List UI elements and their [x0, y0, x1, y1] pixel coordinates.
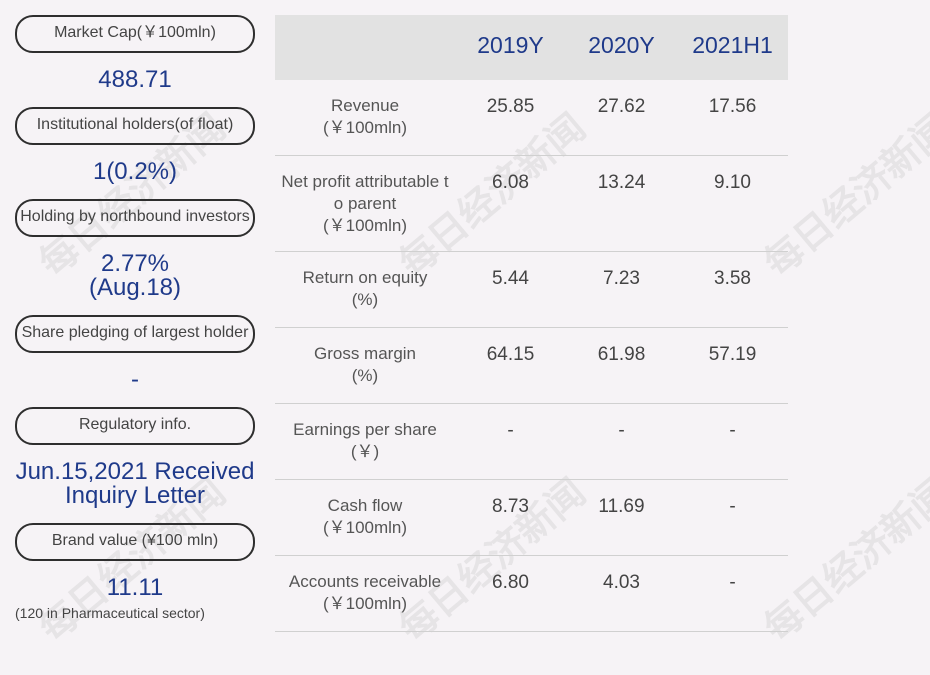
row-label-text: Revenue: [330, 96, 400, 115]
header-2019y: 2019Y: [477, 32, 544, 58]
row-unit: (￥100mln): [322, 216, 408, 235]
table-row: Gross margin (%) 64.15 61.98 57.19: [275, 328, 788, 404]
brand-value-note: (120 in Pharmaceutical sector): [15, 605, 205, 621]
header-2021h1: 2021H1: [692, 32, 773, 58]
cell-value: -: [729, 496, 736, 517]
northbound-holding-label: Holding by northbound investors: [15, 199, 255, 237]
cell-value: 11.69: [598, 496, 645, 517]
northbound-holding-date: (Aug.18): [88, 274, 182, 301]
cell-value: -: [729, 420, 736, 441]
row-label-text: Earnings per share: [293, 420, 437, 439]
cell-value: 3.58: [714, 268, 751, 289]
cell-value: 4.03: [603, 572, 640, 593]
row-unit: (￥100mln): [322, 594, 408, 613]
table-row: Net profit attributable t o parent (￥100…: [275, 156, 788, 252]
table-row: Return on equity (%) 5.44 7.23 3.58: [275, 252, 788, 328]
cell-value: 25.85: [486, 96, 535, 117]
cell-value: 8.73: [492, 496, 529, 517]
cell-value: -: [507, 420, 514, 441]
cell-value: 64.15: [486, 344, 535, 365]
table-row: Cash flow (￥100mln) 8.73 11.69 -: [275, 480, 788, 556]
header-2020y: 2020Y: [588, 32, 655, 58]
cell-value: 27.62: [597, 96, 646, 117]
cell-value: 17.56: [708, 96, 757, 117]
brand-value-value: 11.11: [106, 574, 164, 601]
row-label-revenue: Revenue (￥100mln): [275, 95, 455, 139]
row-unit: (￥): [350, 442, 380, 461]
row-label-accounts-receivable: Accounts receivable (￥100mln): [275, 571, 455, 615]
table-row: Revenue (￥100mln) 25.85 27.62 17.56: [275, 80, 788, 156]
row-label-eps: Earnings per share (￥): [275, 419, 455, 463]
cell-value: -: [729, 572, 736, 593]
row-label-net-profit: Net profit attributable t o parent (￥100…: [275, 171, 455, 237]
row-label-text: Gross margin: [313, 344, 417, 363]
table-row: Earnings per share (￥) - - -: [275, 404, 788, 480]
row-label-text: Accounts receivable: [288, 572, 442, 591]
row-label-roe: Return on equity (%): [275, 267, 455, 311]
row-unit: (￥100mln): [322, 518, 408, 537]
brand-value-label: Brand value (¥100 mln): [15, 523, 255, 561]
row-label-text: Return on equity: [302, 268, 428, 287]
row-label-gross-margin: Gross margin (%): [275, 343, 455, 387]
cell-value: -: [618, 420, 625, 441]
row-label-text-line2: o parent: [333, 194, 397, 213]
table-header: 2019Y 2020Y 2021H1: [275, 15, 788, 80]
regulatory-info-value: Jun.15,2021 Received: [15, 458, 255, 485]
table-row: Accounts receivable (￥100mln) 6.80 4.03 …: [275, 556, 788, 632]
institutional-holders-value: 1(0.2%): [92, 158, 178, 185]
cell-value: 57.19: [708, 344, 757, 365]
cell-value: 13.24: [597, 172, 646, 193]
cell-value: 6.80: [492, 572, 529, 593]
share-pledging-label: Share pledging of largest holder: [15, 315, 255, 353]
market-cap-value: 488.71: [98, 66, 172, 93]
row-unit: (￥100mln): [322, 118, 408, 137]
row-label-text: Cash flow: [327, 496, 403, 515]
row-unit: (%): [351, 366, 379, 385]
cell-value: 6.08: [492, 172, 529, 193]
row-unit: (%): [351, 290, 379, 309]
cell-value: 5.44: [492, 268, 529, 289]
regulatory-info-label: Regulatory info.: [15, 407, 255, 445]
northbound-holding-value: 2.77%: [100, 250, 170, 277]
cell-value: 9.10: [714, 172, 751, 193]
regulatory-info-value-line2: Inquiry Letter: [64, 482, 206, 509]
row-label-cash-flow: Cash flow (￥100mln): [275, 495, 455, 539]
row-label-text: Net profit attributable t: [281, 172, 449, 191]
market-cap-label: Market Cap(￥100mln): [15, 15, 255, 53]
share-pledging-value: -: [131, 366, 139, 393]
cell-value: 61.98: [597, 344, 646, 365]
institutional-holders-label: Institutional holders(of float): [15, 107, 255, 145]
cell-value: 7.23: [603, 268, 640, 289]
